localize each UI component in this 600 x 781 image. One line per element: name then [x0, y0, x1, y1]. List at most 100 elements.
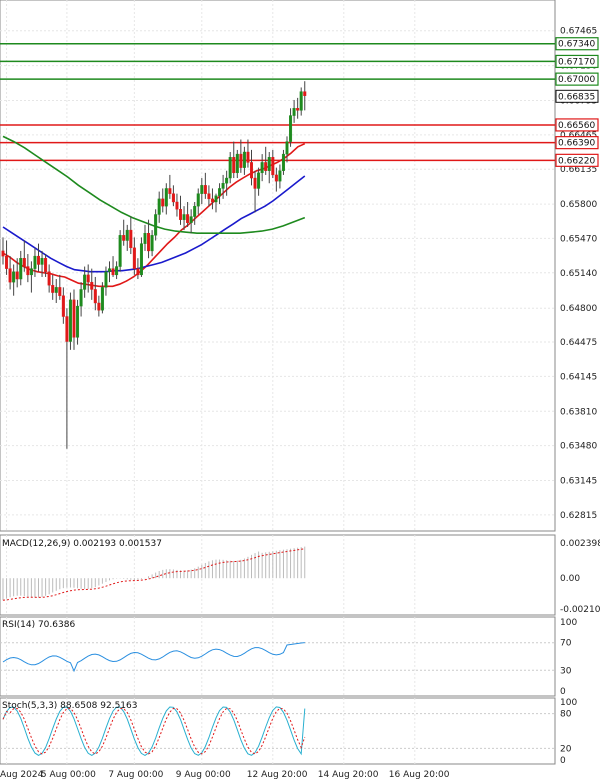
level-badge — [555, 72, 599, 86]
candle-body — [232, 157, 236, 174]
rsi-panel: 100 70 30 0 — [0, 618, 577, 697]
candle-body — [178, 209, 182, 220]
candle-body — [218, 188, 222, 196]
candle-body — [122, 235, 126, 241]
candle-body — [65, 316, 69, 342]
candle-body — [281, 153, 285, 171]
candle-body — [235, 153, 239, 174]
candle-body — [264, 162, 268, 171]
candle-body — [58, 287, 62, 296]
candle-body — [196, 193, 200, 207]
candle-body — [175, 201, 179, 210]
time-tick-label: 5 Aug 00:00 — [41, 770, 96, 780]
price-tick-label: 0.65800 — [560, 200, 597, 210]
candle-body — [51, 285, 55, 293]
level-badge-label: 0.66220 — [558, 156, 595, 166]
candle-body — [171, 193, 175, 203]
price-tick-label: 0.64145 — [560, 372, 597, 382]
time-tick-label: 14 Aug 20:00 — [318, 770, 379, 780]
stoch-panel-frame — [0, 697, 556, 765]
level-badge-label: 0.67340 — [558, 40, 595, 50]
price-tick-label: 0.63145 — [560, 477, 597, 487]
rsi-tick-label: 30 — [560, 666, 572, 676]
level-badges: 0.67340 0.67170 0.67000 0.66560 0.66390 0.662… — [555, 37, 599, 167]
candle-body — [136, 268, 140, 276]
time-tick-label: 7 Aug 00:00 — [108, 770, 163, 780]
rsi-line — [2, 642, 305, 673]
candle-body — [292, 108, 296, 116]
candle-body — [115, 266, 119, 276]
candle-body — [147, 233, 151, 252]
price-tick-label: 0.63810 — [560, 407, 597, 417]
rsi-label: RSI(14) 70.6386 — [2, 620, 75, 630]
candle-body — [267, 157, 271, 171]
candle-body — [86, 274, 90, 283]
moving-averages — [2, 135, 306, 288]
candle-body — [257, 172, 261, 189]
candle-body — [132, 247, 136, 269]
candle-body — [111, 268, 115, 276]
candle-body — [61, 295, 65, 317]
candle-body — [260, 162, 264, 174]
moving-average-line — [2, 175, 306, 273]
stoch-tick-label: 0 — [560, 756, 566, 766]
price-tick-label: 0.64800 — [560, 304, 597, 314]
candle-body — [214, 195, 218, 203]
stoch-label: Stoch(5,3,3) 88.6508 92.5163 — [2, 701, 137, 711]
candle-body — [47, 271, 51, 286]
candle-body — [118, 235, 122, 267]
price-panel-frame — [0, 0, 556, 532]
candle-body — [242, 151, 246, 168]
price-tick-label: 0.63480 — [560, 442, 597, 452]
candle-body — [154, 214, 158, 236]
level-badge-label: 0.66560 — [558, 121, 595, 131]
level-badge — [555, 37, 599, 51]
level-badge — [555, 153, 599, 167]
time-tick-label: Aug 2024 — [0, 770, 44, 780]
candle-body — [299, 91, 303, 111]
level-lines — [0, 42, 555, 162]
candle-body — [83, 274, 87, 290]
candle-body — [129, 229, 133, 249]
candle-body — [278, 170, 282, 182]
candle-body — [79, 289, 83, 307]
candle-body — [207, 193, 211, 200]
macd-panel: 0.002398 0.00 -0.002103 — [2, 539, 600, 615]
macd-tick-label: 0.00 — [560, 574, 580, 584]
candle-body — [225, 177, 229, 184]
stoch-tick-label: 20 — [560, 744, 572, 754]
macd-panel-frame — [0, 534, 556, 616]
candle-body — [200, 185, 204, 194]
price-tick-label: 0.65140 — [560, 269, 597, 279]
candle-body — [125, 229, 129, 241]
candle-body — [90, 281, 94, 290]
macd-tick-label: 0.002398 — [560, 539, 600, 549]
candle-body — [15, 271, 19, 280]
candle-body — [29, 268, 33, 276]
level-badge — [555, 118, 599, 132]
rsi-tick-label: 0 — [560, 687, 566, 697]
candle-body — [303, 91, 307, 96]
rsi-tick-label: 70 — [560, 639, 572, 649]
time-tick-label: 9 Aug 00:00 — [176, 770, 231, 780]
candle-body — [100, 287, 104, 311]
level-badge — [555, 136, 599, 150]
level-badge-label: 0.67000 — [558, 75, 595, 85]
candle-body — [253, 177, 257, 189]
candle-body — [168, 188, 172, 194]
candle-body — [271, 157, 275, 176]
moving-average-line — [2, 142, 306, 288]
last-price-label: 0.66835 — [558, 92, 595, 102]
time-tick-label: 12 Aug 20:00 — [247, 770, 308, 780]
rsi-panel-frame — [0, 616, 556, 697]
candle-body — [203, 185, 207, 194]
candle-body — [143, 233, 147, 244]
candle-body — [239, 153, 243, 168]
price-tick-label: 0.65470 — [560, 234, 597, 244]
level-badge-label: 0.67170 — [558, 57, 595, 67]
macd-label: MACD(12,26,9) 0.002193 0.001537 — [2, 539, 162, 549]
candle-body — [164, 188, 168, 207]
candle-body — [210, 198, 214, 203]
candle-body — [193, 205, 197, 217]
